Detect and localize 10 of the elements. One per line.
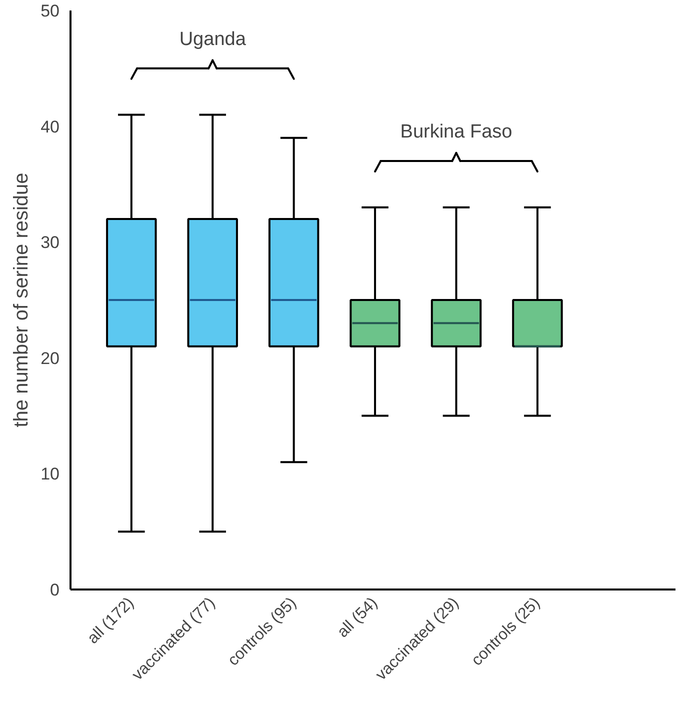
y-axis-title: the number of serine residue [10,172,33,428]
y-tick-label: 30 [40,233,60,252]
y-tick-label: 0 [50,580,60,600]
x-tick-label: all (54) [334,594,382,642]
annotation: Burkina Faso [400,122,512,143]
annotation: Uganda [179,28,246,50]
y-tick-label: 50 [40,2,60,20]
y-tick-label: 10 [40,464,60,484]
y-tick-label: 20 [40,348,60,368]
y-tick-label: 40 [40,117,60,136]
